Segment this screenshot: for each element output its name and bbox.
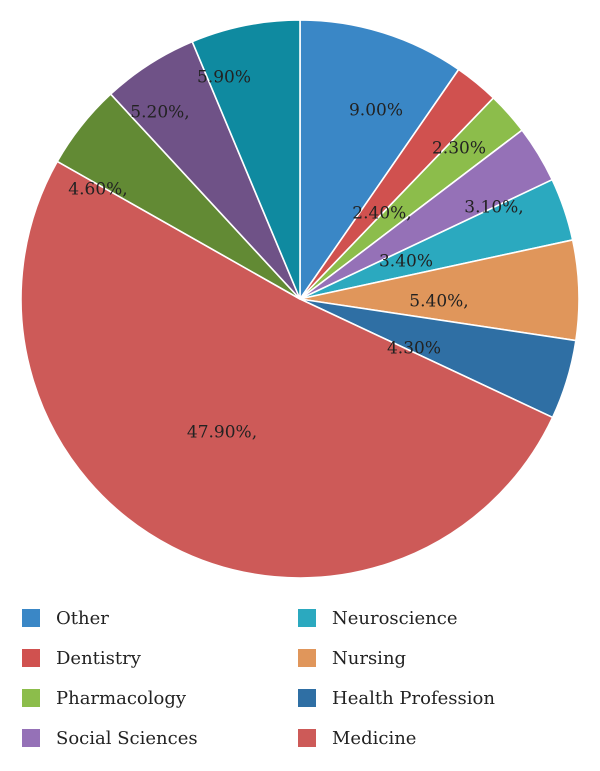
legend-label: Neuroscience — [332, 607, 458, 629]
pie-slice — [20, 160, 554, 579]
legend-swatch — [22, 609, 40, 627]
legend-label: Health Profession — [332, 687, 495, 709]
legend-item: Social Sciences — [22, 718, 198, 758]
legend-swatch — [298, 689, 316, 707]
pie-slices — [20, 19, 580, 579]
pie-labels: 9.00% 2.40%, 2.30% 3.10%, 3.40% 5.40%, 4.30% 47… — [68, 68, 523, 443]
legend-swatch — [22, 729, 40, 747]
slice-data-label: 4.60%, — [68, 180, 127, 200]
legend-label: Other — [56, 607, 109, 629]
slice-data-label: 9.00% — [349, 101, 403, 121]
legend-label: Nursing — [332, 647, 407, 669]
slice-data-label: 5.40%, — [409, 292, 468, 312]
legend-swatch — [298, 609, 316, 627]
slice-data-label: 5.20%, — [130, 103, 189, 123]
legend-item: Health Profession — [298, 678, 495, 718]
legend-item: Medicine — [298, 718, 495, 758]
legend-item: Dentistry — [22, 638, 198, 678]
pie-chart: 9.00% 2.40%, 2.30% 3.10%, 3.40% 5.40%, 4.30% 47… — [20, 19, 580, 579]
legend-item: Nursing — [298, 638, 495, 678]
pie-slice — [191, 19, 301, 300]
slice-data-label: 47.90%, — [187, 423, 257, 443]
slice-data-label: 3.40% — [379, 252, 433, 272]
legend-item: Other — [22, 598, 198, 638]
legend-label: Dentistry — [56, 647, 141, 669]
legend-swatch — [298, 649, 316, 667]
legend-swatch — [22, 649, 40, 667]
legend-column-right: Neuroscience Nursing Health Profession Medi… — [298, 598, 495, 758]
slice-data-label: 5.90% — [197, 68, 251, 88]
pie-slice — [299, 19, 460, 300]
slice-data-label: 2.30% — [432, 139, 486, 159]
legend-item: Neuroscience — [298, 598, 495, 638]
legend-item: Pharmacology — [22, 678, 198, 718]
legend-label: Pharmacology — [56, 687, 187, 709]
slice-data-label: 3.10%, — [464, 198, 523, 218]
legend-swatch — [298, 729, 316, 747]
legend-swatch — [22, 689, 40, 707]
legend-label: Medicine — [332, 727, 417, 749]
slice-data-label: 4.30% — [387, 339, 441, 359]
legend-label: Social Sciences — [56, 727, 198, 749]
legend-column-left: Other Dentistry Pharmacology Social Science… — [22, 598, 198, 758]
slice-data-label: 2.40%, — [352, 204, 411, 224]
